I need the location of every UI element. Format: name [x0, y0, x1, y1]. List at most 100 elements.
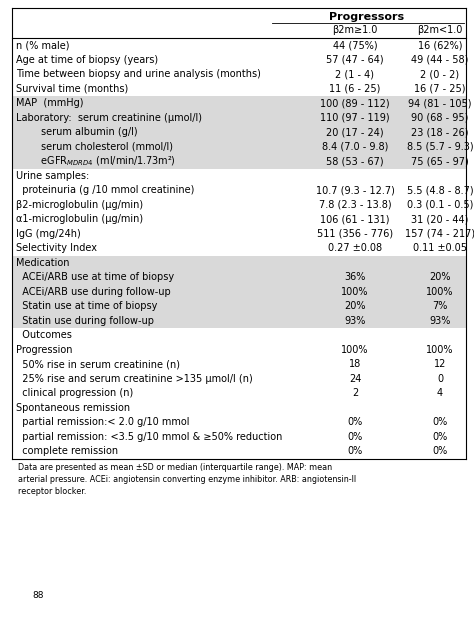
Text: Time between biopsy and urine analysis (months): Time between biopsy and urine analysis (…	[16, 69, 261, 79]
Text: 0.3 (0.1 - 0.5): 0.3 (0.1 - 0.5)	[407, 200, 473, 210]
Text: 8.4 (7.0 - 9.8): 8.4 (7.0 - 9.8)	[322, 142, 388, 152]
Text: 0%: 0%	[347, 446, 363, 456]
Text: serum albumin (g/l): serum albumin (g/l)	[16, 127, 137, 137]
Text: IgG (mg/24h): IgG (mg/24h)	[16, 229, 81, 239]
Text: partial remission:< 2.0 g/10 mmol: partial remission:< 2.0 g/10 mmol	[16, 417, 190, 427]
Text: 2: 2	[352, 388, 358, 398]
Bar	[12, 371, 466, 386]
Text: Data are presented as mean ±SD or median (interquartile range). MAP: mean
arteri: Data are presented as mean ±SD or median…	[18, 464, 356, 496]
Text: ACEi/ARB use during follow-up: ACEi/ARB use during follow-up	[16, 287, 171, 297]
Text: 50% rise in serum creatinine (n): 50% rise in serum creatinine (n)	[16, 359, 180, 369]
Bar	[12, 342, 466, 357]
Bar	[12, 328, 466, 342]
Text: 157 (74 - 217): 157 (74 - 217)	[405, 229, 474, 239]
Text: 20 (17 - 24): 20 (17 - 24)	[326, 127, 384, 137]
Text: Laboratory:  serum creatinine (µmol/l): Laboratory: serum creatinine (µmol/l)	[16, 112, 202, 123]
Text: 20%: 20%	[344, 301, 366, 311]
Text: 7.8 (2.3 - 13.8): 7.8 (2.3 - 13.8)	[319, 200, 392, 210]
Text: 0: 0	[437, 374, 443, 384]
Text: 2 (1 - 4): 2 (1 - 4)	[336, 69, 374, 79]
Bar	[12, 154, 466, 169]
Text: 18: 18	[349, 359, 361, 369]
Bar	[12, 67, 466, 82]
Text: 110 (97 - 119): 110 (97 - 119)	[320, 112, 390, 123]
Text: 106 (61 - 131): 106 (61 - 131)	[320, 214, 390, 224]
Text: ACEi/ARB use at time of biopsy: ACEi/ARB use at time of biopsy	[16, 273, 174, 282]
Text: 94 (81 - 105): 94 (81 - 105)	[408, 98, 472, 108]
Text: β2-microglobulin (µg/min): β2-microglobulin (µg/min)	[16, 200, 143, 210]
Bar	[12, 400, 466, 415]
Text: 100%: 100%	[426, 345, 454, 355]
Text: partial remission: <3.5 g/10 mmol & ≥50% reduction: partial remission: <3.5 g/10 mmol & ≥50%…	[16, 432, 283, 442]
Text: Progression: Progression	[16, 345, 73, 355]
Text: 0%: 0%	[432, 446, 447, 456]
Text: eGFR$_{MDRD4}$ (ml/min/1.73m²): eGFR$_{MDRD4}$ (ml/min/1.73m²)	[16, 154, 176, 168]
Text: 23 (18 - 26): 23 (18 - 26)	[411, 127, 469, 137]
Bar	[12, 53, 466, 67]
Text: serum cholesterol (mmol/l): serum cholesterol (mmol/l)	[16, 142, 173, 152]
Bar	[12, 140, 466, 154]
Text: 57 (47 - 64): 57 (47 - 64)	[326, 55, 384, 65]
Bar	[12, 111, 466, 125]
Bar	[12, 386, 466, 400]
Text: Progressors: Progressors	[329, 12, 405, 22]
Text: 44 (75%): 44 (75%)	[333, 40, 377, 50]
Text: β2m<1.0: β2m<1.0	[417, 25, 463, 35]
Bar	[12, 270, 466, 284]
Text: 49 (44 - 58): 49 (44 - 58)	[411, 55, 469, 65]
Bar	[12, 96, 466, 111]
Text: Statin use during follow-up: Statin use during follow-up	[16, 316, 154, 326]
Text: 5.5 (4.8 - 8.7): 5.5 (4.8 - 8.7)	[407, 185, 474, 195]
Text: 100%: 100%	[426, 287, 454, 297]
Text: complete remission: complete remission	[16, 446, 118, 456]
Text: 100%: 100%	[341, 345, 369, 355]
Text: Age at time of biopsy (years): Age at time of biopsy (years)	[16, 55, 158, 65]
Text: 2 (0 - 2): 2 (0 - 2)	[420, 69, 460, 79]
Text: 8.5 (5.7 - 9.3): 8.5 (5.7 - 9.3)	[407, 142, 474, 152]
Bar	[12, 169, 466, 183]
Text: 10.7 (9.3 - 12.7): 10.7 (9.3 - 12.7)	[316, 185, 394, 195]
Text: 24: 24	[349, 374, 361, 384]
Bar	[12, 125, 466, 140]
Text: 16 (62%): 16 (62%)	[418, 40, 462, 50]
Text: 100 (89 - 112): 100 (89 - 112)	[320, 98, 390, 108]
Bar	[12, 255, 466, 270]
Text: 11 (6 - 25): 11 (6 - 25)	[329, 84, 381, 94]
Text: 0%: 0%	[347, 432, 363, 442]
Bar	[12, 284, 466, 299]
Text: Urine samples:: Urine samples:	[16, 171, 89, 180]
Text: Statin use at time of biopsy: Statin use at time of biopsy	[16, 301, 157, 311]
Text: 7%: 7%	[432, 301, 447, 311]
Text: 0.27 ±0.08: 0.27 ±0.08	[328, 243, 382, 253]
Text: 20%: 20%	[429, 273, 451, 282]
Bar	[12, 430, 466, 444]
Bar	[12, 313, 466, 328]
Bar	[12, 444, 466, 459]
Text: 4: 4	[437, 388, 443, 398]
Text: 88: 88	[32, 591, 44, 600]
Text: n (% male): n (% male)	[16, 40, 70, 50]
Text: 16 (7 - 25): 16 (7 - 25)	[414, 84, 466, 94]
Text: 0%: 0%	[432, 417, 447, 427]
Bar	[12, 415, 466, 430]
Text: Medication: Medication	[16, 258, 70, 268]
Text: Selectivity Index: Selectivity Index	[16, 243, 97, 253]
Text: 25% rise and serum creatinine >135 µmol/l (n): 25% rise and serum creatinine >135 µmol/…	[16, 374, 253, 384]
Text: β2m≥1.0: β2m≥1.0	[332, 25, 378, 35]
Bar	[12, 198, 466, 212]
Text: 511 (356 - 776): 511 (356 - 776)	[317, 229, 393, 239]
Bar	[12, 357, 466, 371]
Bar	[12, 82, 466, 96]
Text: 0%: 0%	[347, 417, 363, 427]
Text: proteinuria (g /10 mmol creatinine): proteinuria (g /10 mmol creatinine)	[16, 185, 194, 195]
Text: 75 (65 - 97): 75 (65 - 97)	[411, 156, 469, 166]
Text: clinical progression (n): clinical progression (n)	[16, 388, 133, 398]
Text: 58 (53 - 67): 58 (53 - 67)	[326, 156, 384, 166]
Text: Outcomes: Outcomes	[16, 330, 72, 341]
Text: 93%: 93%	[344, 316, 365, 326]
Bar	[12, 212, 466, 227]
Text: 31 (20 - 44): 31 (20 - 44)	[411, 214, 469, 224]
Text: 36%: 36%	[344, 273, 365, 282]
Bar	[12, 227, 466, 241]
Text: Survival time (months): Survival time (months)	[16, 84, 128, 94]
